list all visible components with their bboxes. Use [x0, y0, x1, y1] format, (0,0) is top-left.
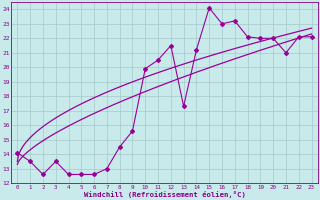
X-axis label: Windchill (Refroidissement éolien,°C): Windchill (Refroidissement éolien,°C) — [84, 191, 245, 198]
